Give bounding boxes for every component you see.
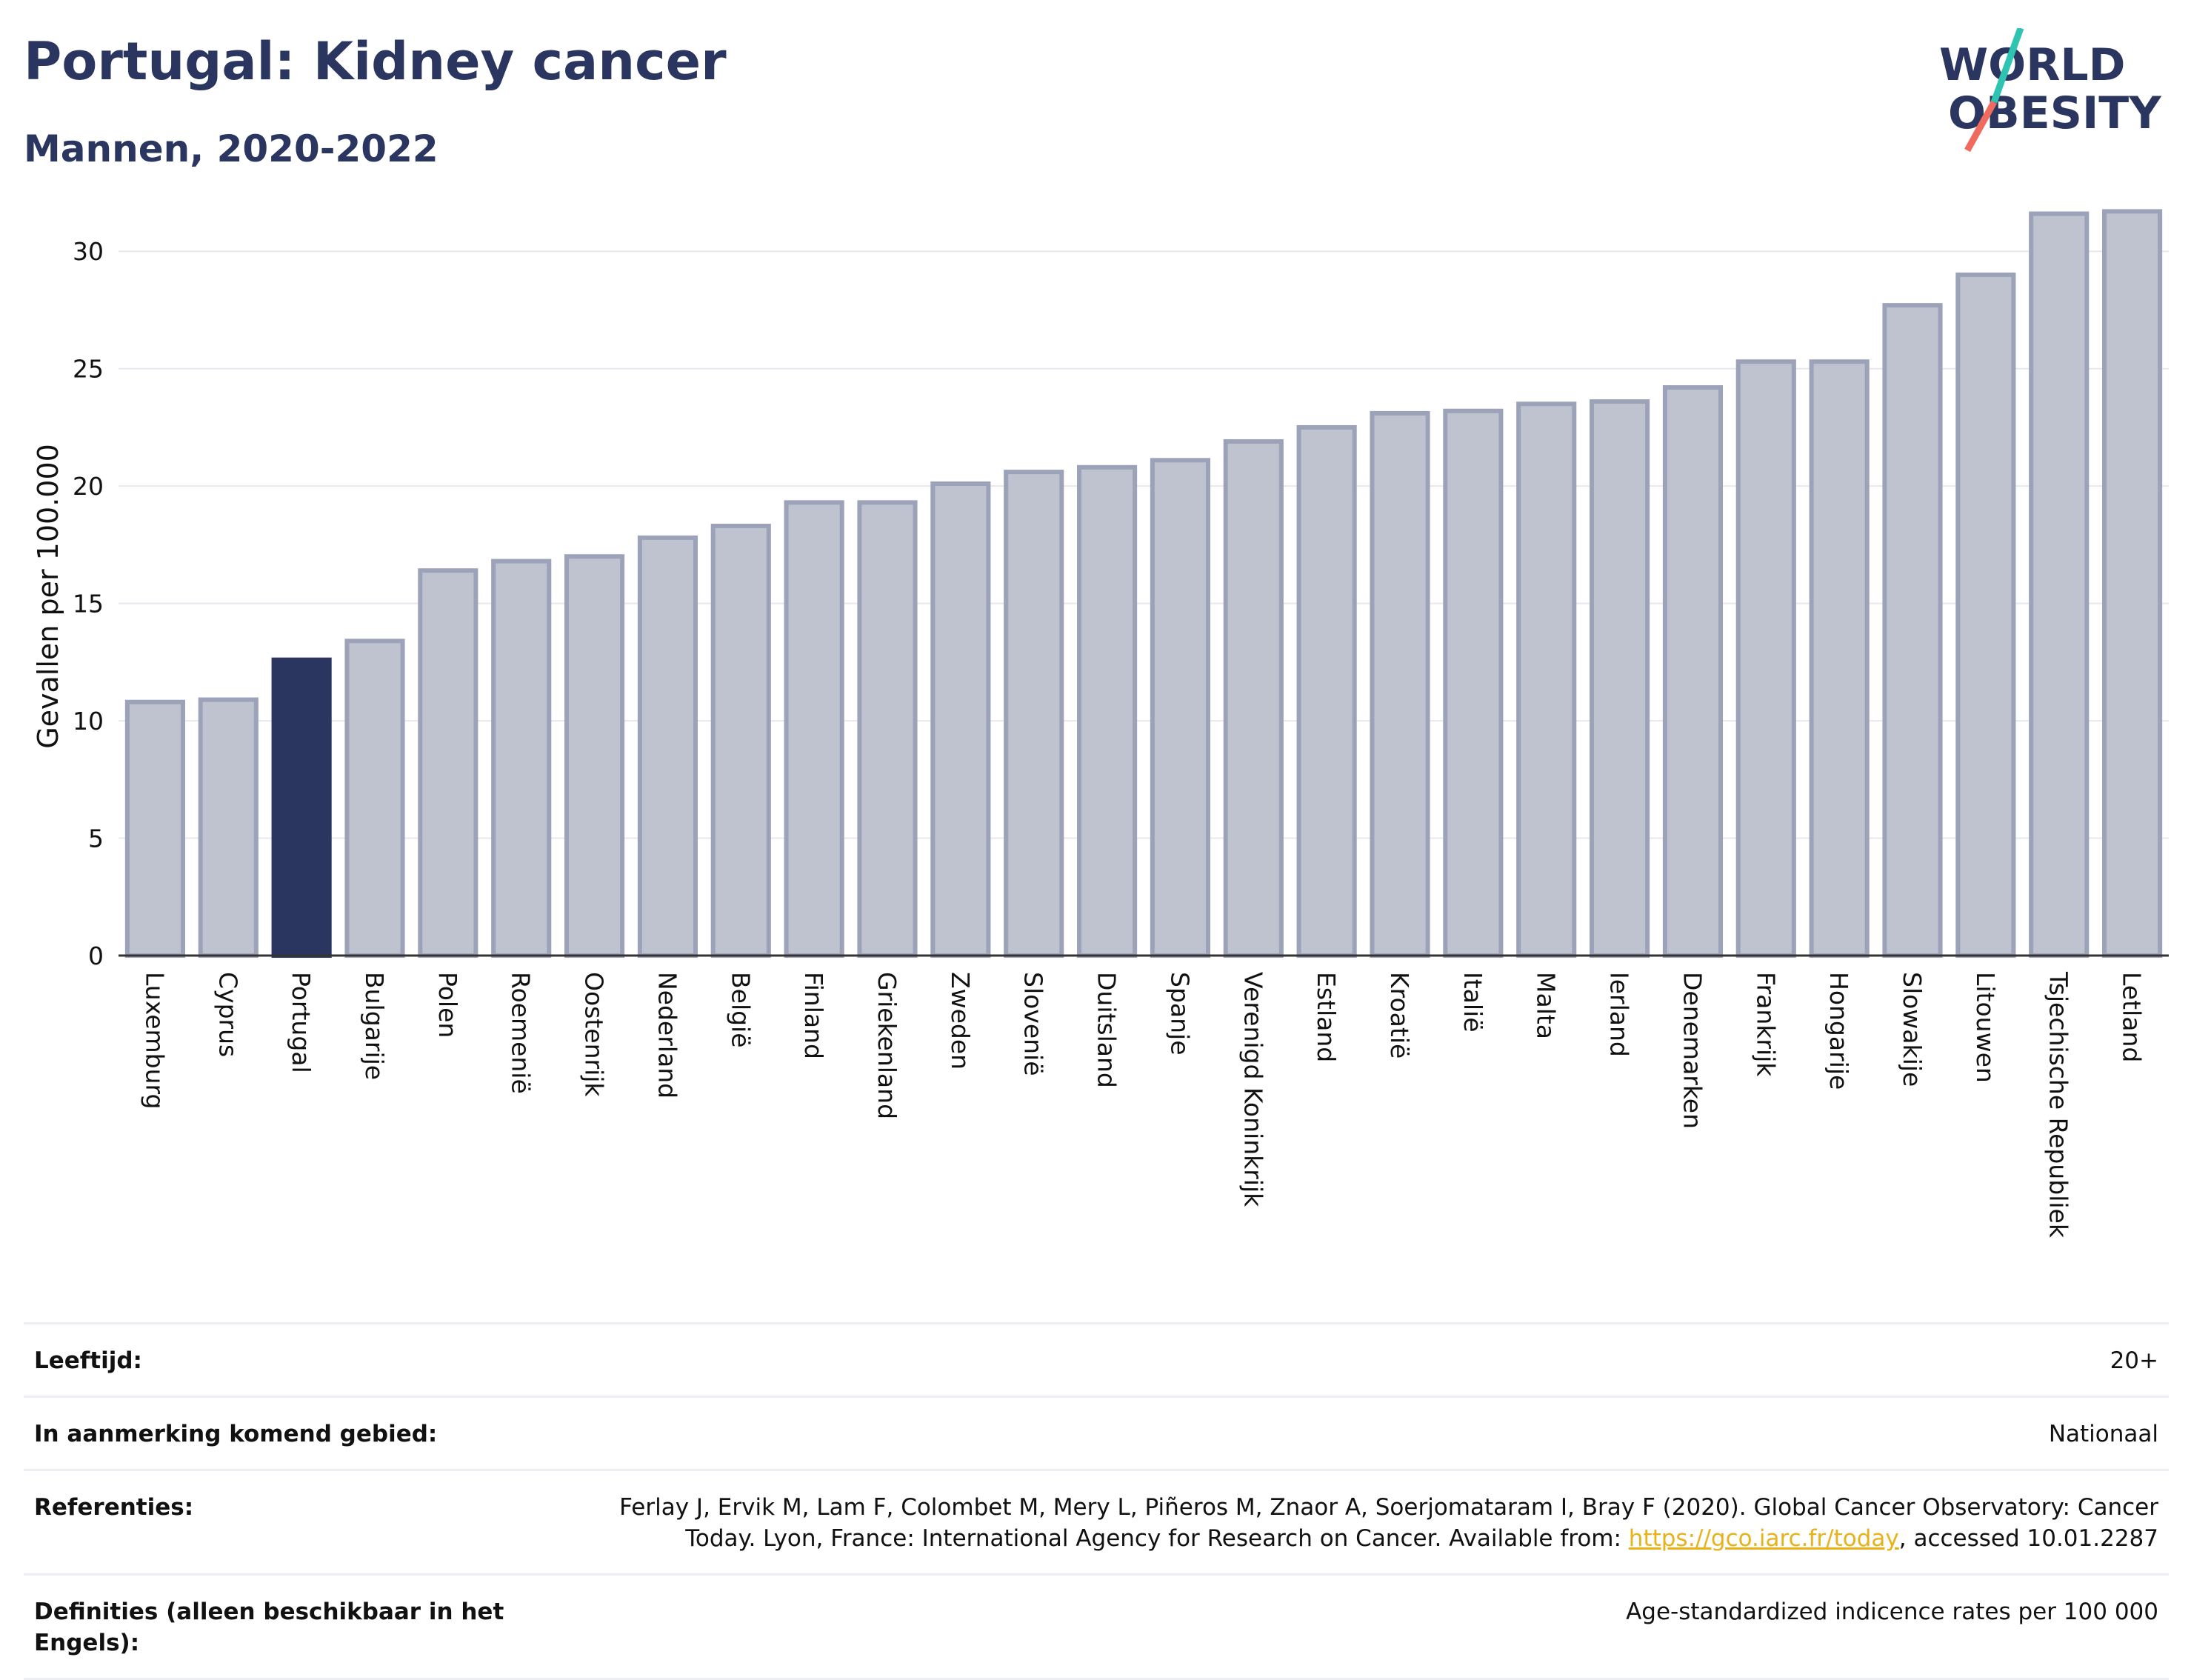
x-tick-label: Slowakije <box>1898 972 1927 1087</box>
x-tick-label: Hongarije <box>1824 972 1853 1090</box>
meta-label: Referenties: <box>34 1494 194 1521</box>
x-tick-label: Nederland <box>653 972 681 1099</box>
x-tick-label: Tsjechische Republiek <box>2044 971 2073 1239</box>
logo-slash-bottom <box>1964 100 1997 153</box>
x-tick-label: Slovenië <box>1019 972 1048 1076</box>
x-tick-label: Spanje <box>1165 972 1194 1056</box>
x-tick-label: Italië <box>1458 972 1487 1033</box>
x-tick-label: Cyprus <box>213 972 242 1057</box>
reference-text: Ferlay J, Ervik M, Lam F, Colombet M, Me… <box>619 1494 2158 1552</box>
x-tick-label: Oostenrijk <box>580 972 609 1097</box>
bar-griekenland <box>857 500 918 958</box>
bar-ierland <box>1590 399 1650 958</box>
bar-nederland <box>637 535 698 958</box>
x-tick-label: Duitsland <box>1093 972 1121 1088</box>
bar-letland <box>2102 209 2163 959</box>
x-tick-label: België <box>726 972 755 1048</box>
world-obesity-logo: WORLD OBESITY <box>1939 28 2162 153</box>
logo-slash-top <box>1990 28 2024 104</box>
x-tick-label: Kroatië <box>1385 972 1414 1059</box>
chart-subtitle: Mannen, 2020-2022 <box>24 127 438 170</box>
meta-row-age: Leeftijd: 20+ <box>24 1322 2169 1396</box>
x-tick-label: Frankrijk <box>1751 972 1780 1077</box>
y-tick-label: 10 <box>73 707 104 736</box>
meta-label: Definities (alleen beschikbaar in het En… <box>34 1599 504 1656</box>
meta-value: 20+ <box>2110 1347 2158 1374</box>
meta-value: Ferlay J, Ervik M, Lam F, Colombet M, Me… <box>603 1492 2158 1554</box>
x-tick-label: Portugal <box>287 972 316 1073</box>
x-tick-label: Zweden <box>946 972 975 1070</box>
x-tick-label: Verenigd Koninkrijk <box>1238 972 1267 1207</box>
bar-frankrijk <box>1735 359 1796 958</box>
bar-slowakije <box>1882 303 1943 959</box>
bar-duitsland <box>1077 464 1138 958</box>
x-tick-label: Bulgarije <box>360 972 389 1080</box>
meta-row-references: Referenties: Ferlay J, Ervik M, Lam F, C… <box>24 1469 2169 1573</box>
x-tick-label: Denemarken <box>1678 972 1707 1129</box>
bar-oostenrijk <box>564 554 625 958</box>
bar-finland <box>784 500 844 958</box>
reference-link[interactable]: https://gco.iarc.fr/today <box>1628 1525 1899 1552</box>
bar-luxemburg <box>124 699 185 958</box>
y-tick-label: 30 <box>73 237 104 266</box>
meta-value: Nationaal <box>2048 1421 2158 1447</box>
meta-row-area: In aanmerking komend gebied: Nationaal <box>24 1396 2169 1469</box>
bar-bulgarije <box>344 639 405 958</box>
bar-tsjechische-republiek <box>2029 211 2090 958</box>
bar-spanje <box>1150 458 1210 958</box>
meta-label: Leeftijd: <box>34 1347 142 1374</box>
x-tick-label: Ierland <box>1605 972 1634 1057</box>
bar-estland <box>1296 424 1357 958</box>
bar-portugal <box>271 657 332 959</box>
x-tick-label: Luxemburg <box>140 972 169 1109</box>
bar-chart: 0 5 10 15 20 25 30 Luxemburg Cyprus Portugal Bulg… <box>32 209 2169 1239</box>
bar-slovenië <box>1004 470 1064 958</box>
x-tick-label: Griekenland <box>873 972 901 1119</box>
bar-hongarije <box>1809 359 1870 958</box>
bar-belgië <box>710 524 771 958</box>
y-axis-ticks: 0 5 10 15 20 25 30 <box>73 237 104 970</box>
x-tick-label: Malta <box>1532 972 1561 1039</box>
bar-cyprus <box>198 697 259 958</box>
bar-denemarken <box>1662 385 1723 958</box>
y-axis-title: Gevallen per 100.000 <box>32 444 64 749</box>
bar-litouwen <box>1955 272 2016 958</box>
logo-line1: WORLD <box>1939 39 2125 91</box>
bar-italië <box>1443 408 1504 958</box>
logo-line2: OBESITY <box>1948 87 2162 139</box>
y-tick-label: 15 <box>73 590 104 619</box>
y-tick-label: 20 <box>73 472 104 501</box>
chart-title: Portugal: Kidney cancer <box>24 31 727 92</box>
x-tick-label: Finland <box>799 972 828 1059</box>
x-tick-label: Estland <box>1312 972 1341 1062</box>
reference-accessed: , accessed 10.01.2287 <box>1898 1525 2158 1552</box>
x-tick-label: Litouwen <box>1971 972 2000 1083</box>
bars <box>124 209 2163 959</box>
x-axis-labels: Luxemburg Cyprus Portugal Bulgarije Polen Roe… <box>140 971 2146 1239</box>
y-tick-label: 0 <box>88 941 104 970</box>
meta-label: In aanmerking komend gebied: <box>34 1421 438 1447</box>
x-tick-label: Letland <box>2118 972 2147 1062</box>
meta-value: Age-standardized indicence rates per 100… <box>1626 1599 2158 1625</box>
x-tick-label: Roemenië <box>507 972 536 1094</box>
y-tick-label: 25 <box>73 355 104 384</box>
bar-kroatië <box>1370 410 1430 958</box>
metadata-table: Leeftijd: 20+ In aanmerking komend gebie… <box>24 1322 2169 1680</box>
bar-verenigd-koninkrijk <box>1223 439 1284 958</box>
y-tick-label: 5 <box>88 824 104 853</box>
bar-polen <box>418 568 478 958</box>
meta-row-definitions: Definities (alleen beschikbaar in het En… <box>24 1573 2169 1680</box>
x-tick-label: Polen <box>433 972 462 1038</box>
bar-roemenië <box>491 559 552 958</box>
bar-malta <box>1516 401 1577 958</box>
bar-zweden <box>930 481 991 958</box>
